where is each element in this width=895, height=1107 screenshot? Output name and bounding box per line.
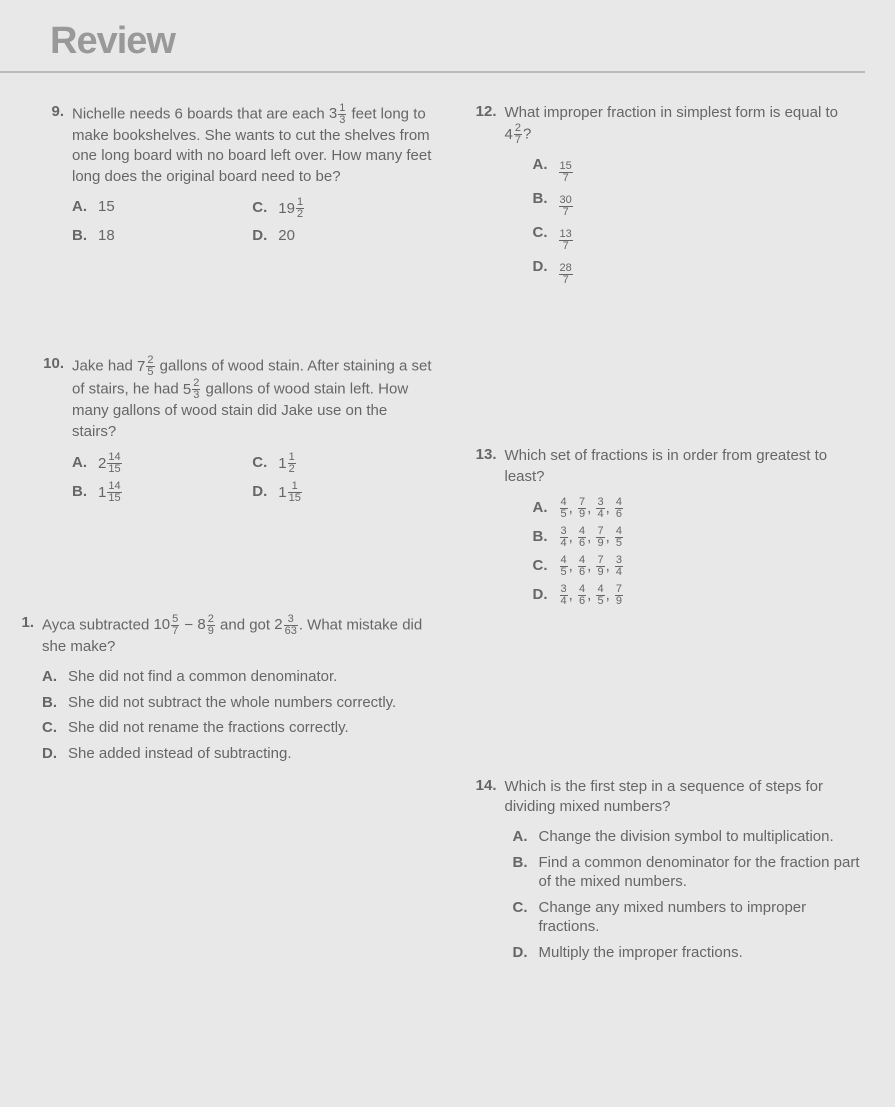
question-13: 13. Which set of fractions is in order f… — [473, 446, 866, 607]
text-part: Jake had — [72, 358, 137, 375]
question-number: 14. — [473, 777, 497, 794]
content-columns: 9. Nichelle needs 6 boards that are each… — [0, 103, 865, 1072]
option-c: C.112 — [252, 452, 432, 475]
question-11: 1. Ayca subtracted 1057 − 829 and got 23… — [10, 614, 433, 763]
option-b: B.Find a common denominator for the frac… — [513, 853, 866, 892]
question-number: 9. — [40, 103, 64, 120]
mixed-fraction: 1057 — [153, 616, 180, 633]
question-text: Which set of fractions is in order from … — [505, 446, 866, 487]
options: A.45, 79, 34, 46 B.34, 46, 79, 45 C.45, … — [473, 497, 866, 607]
option-c: C.She did not rename the fractions corre… — [42, 718, 433, 738]
option-a: A.Change the division symbol to multipli… — [513, 827, 866, 847]
option-b: B.18 — [72, 226, 252, 246]
question-text: Nichelle needs 6 boards that are each 31… — [72, 103, 433, 187]
question-text: Jake had 725 gallons of wood stain. Afte… — [72, 355, 433, 442]
option-d: D.1115 — [252, 481, 432, 504]
option-c: C.Change any mixed numbers to improper f… — [513, 898, 866, 937]
question-number: 13. — [473, 446, 497, 463]
option-b: B.307 — [533, 190, 866, 218]
option-b: B.She did not subtract the whole numbers… — [42, 693, 433, 713]
question-12: 12. What improper fraction in simplest f… — [473, 103, 866, 286]
text-part: What improper fraction in simplest form … — [505, 104, 838, 121]
question-text: What improper fraction in simplest form … — [505, 103, 866, 146]
page-title: Review — [0, 20, 865, 73]
options: A.She did not find a common denominator.… — [10, 667, 433, 763]
question-14: 14. Which is the first step in a sequenc… — [473, 777, 866, 963]
option-b: B.11415 — [72, 481, 252, 504]
options: A.157 B.307 C.137 D.287 — [473, 156, 866, 286]
question-9: 9. Nichelle needs 6 boards that are each… — [40, 103, 433, 245]
option-a: A.157 — [533, 156, 866, 184]
option-a: A.45, 79, 34, 46 — [533, 497, 866, 520]
text-part: ? — [523, 126, 531, 143]
option-d: D.Multiply the improper fractions. — [513, 943, 866, 963]
mixed-fraction: 829 — [197, 616, 215, 633]
mixed-fraction: 523 — [183, 381, 201, 398]
mixed-fraction: 2363 — [274, 616, 299, 633]
mixed-fraction: 313 — [329, 105, 347, 122]
mixed-fraction: 427 — [505, 126, 523, 143]
option-d: D.34, 46, 45, 79 — [533, 584, 866, 607]
option-a: A.She did not find a common denominator. — [42, 667, 433, 687]
question-number: 12. — [473, 103, 497, 120]
option-a: A.15 — [72, 197, 252, 220]
text-part: − — [180, 616, 197, 633]
text-part: Ayca subtracted — [42, 616, 153, 633]
options: A.21415 C.112 B.11415 D.1115 — [40, 452, 433, 504]
text-part: and got — [216, 616, 274, 633]
option-d: D.She added instead of subtracting. — [42, 744, 433, 764]
options: A.15 C.1912 B.18 D.20 — [40, 197, 433, 246]
question-text: Ayca subtracted 1057 − 829 and got 2363.… — [42, 614, 433, 657]
left-column: 9. Nichelle needs 6 boards that are each… — [40, 103, 433, 1072]
option-c: C.137 — [533, 224, 866, 252]
right-column: 12. What improper fraction in simplest f… — [473, 103, 866, 1072]
question-10: 10. Jake had 725 gallons of wood stain. … — [40, 355, 433, 504]
mixed-fraction: 725 — [137, 358, 155, 375]
question-number: 1. — [10, 614, 34, 631]
option-c: C.1912 — [252, 197, 432, 220]
option-c: C.45, 46, 79, 34 — [533, 555, 866, 578]
question-number: 10. — [40, 355, 64, 372]
text-part: Nichelle needs 6 boards that are each — [72, 105, 329, 122]
options: A.Change the division symbol to multipli… — [473, 827, 866, 962]
option-b: B.34, 46, 79, 45 — [533, 526, 866, 549]
option-d: D.287 — [533, 258, 866, 286]
option-d: D.20 — [252, 226, 432, 246]
option-a: A.21415 — [72, 452, 252, 475]
question-text: Which is the first step in a sequence of… — [505, 777, 866, 818]
